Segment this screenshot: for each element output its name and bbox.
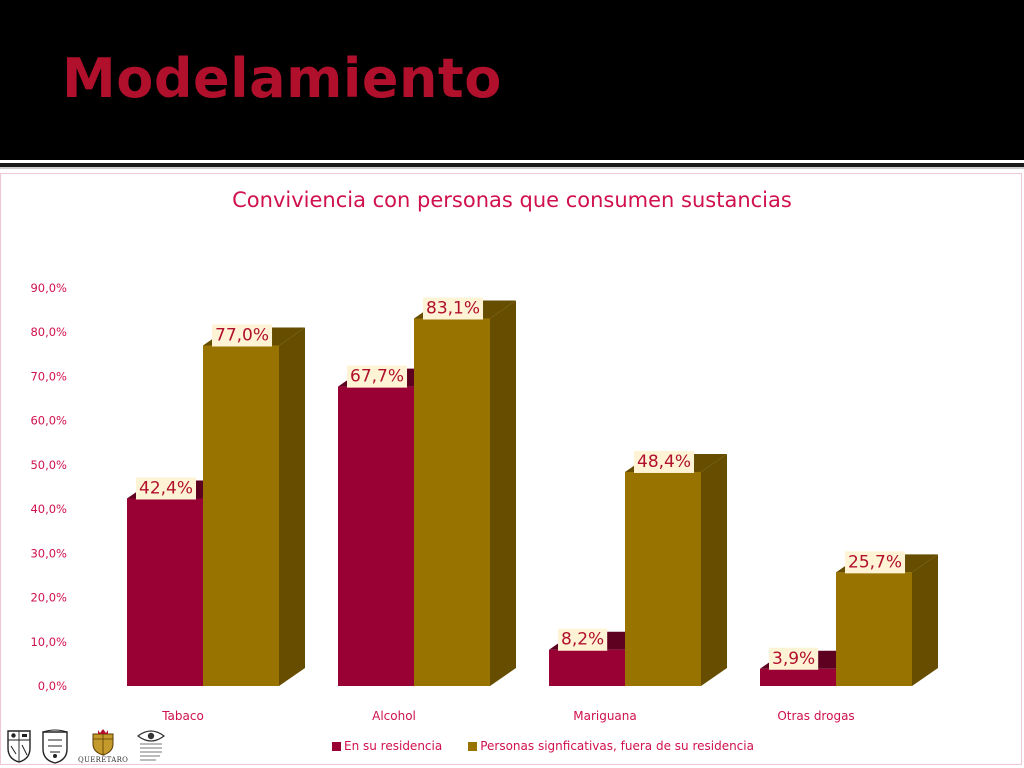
legend-item-personas-significativas: Personas signficativas, fuera de su resi… <box>468 739 754 753</box>
data-label-text: 3,9% <box>772 649 815 669</box>
y-tick-label: 70,0% <box>30 369 67 383</box>
bar-series-group <box>127 300 938 686</box>
coat-of-arms-logo-2 <box>40 728 70 764</box>
y-tick-label: 40,0% <box>30 502 67 516</box>
bar-front-face <box>836 572 912 686</box>
legend-swatch-personas-significativas <box>468 741 478 751</box>
chart-title: Conviviencia con personas que consumen s… <box>232 188 792 212</box>
bar-side-face <box>279 327 305 686</box>
queretaro-caption: QUERÉTARO <box>78 756 129 764</box>
slide-title: Modelamiento <box>62 47 502 110</box>
y-tick-label: 30,0% <box>30 546 67 560</box>
bar-front-face <box>203 345 279 686</box>
bar <box>414 300 516 686</box>
bar-front-face <box>338 386 414 686</box>
title-bar <box>0 0 1024 160</box>
data-label-background <box>769 647 819 670</box>
chart-legend: En su residencia Personas signficativas,… <box>332 739 780 753</box>
header-divider-dark <box>0 163 1024 167</box>
data-labels: 42,4% 77,0% 67,7% 83,1% 8,2% 48,4% 3,9% 25,7% <box>136 297 906 670</box>
data-label: 67,7% <box>347 365 408 388</box>
data-label-text: 77,0% <box>215 325 269 345</box>
data-label-text: 83,1% <box>426 299 480 319</box>
data-label-text: 42,4% <box>139 478 193 498</box>
data-label-background <box>558 628 608 651</box>
data-label-text: 48,4% <box>637 452 691 472</box>
bar-front-face <box>414 318 490 686</box>
data-label-background <box>136 477 197 500</box>
coat-of-arms-logo-1 <box>6 728 32 764</box>
category-label: Alcohol <box>372 709 416 723</box>
bar <box>203 327 305 686</box>
queretaro-logo: QUERÉTARO <box>78 728 128 764</box>
legend-item-en-su-residencia: En su residencia <box>332 739 442 753</box>
bar-front-face <box>127 498 203 686</box>
data-label-background <box>347 365 408 388</box>
data-label-text: 67,7% <box>350 367 404 387</box>
y-tick-label: 0,0% <box>38 679 67 693</box>
crest-icon <box>42 729 68 764</box>
bar-front-face <box>760 668 836 686</box>
bar-front-face <box>625 471 701 686</box>
x-axis: Tabaco Alcohol Mariguana Otras drogas <box>161 709 854 723</box>
data-label-background <box>423 297 484 320</box>
y-tick-label: 50,0% <box>30 458 67 472</box>
data-label: 3,9% <box>769 647 819 670</box>
data-label: 25,7% <box>845 551 906 574</box>
y-tick-label: 90,0% <box>30 281 67 295</box>
data-label: 8,2% <box>558 628 608 651</box>
header-divider-white <box>0 160 1024 163</box>
data-label: 83,1% <box>423 297 484 320</box>
data-label: 77,0% <box>212 324 273 347</box>
y-axis: 0,0% 10,0% 20,0% 30,0% 40,0% 50,0% 60,0% 70,0% 8… <box>30 281 67 693</box>
y-tick-label: 60,0% <box>30 414 67 428</box>
y-tick-label: 80,0% <box>30 325 67 339</box>
bar-side-face <box>912 554 938 686</box>
data-label: 48,4% <box>634 450 695 473</box>
legend-label-personas-significativas: Personas signficativas, fuera de su resi… <box>480 739 754 753</box>
legend-label-en-su-residencia: En su residencia <box>344 739 443 753</box>
header-divider-grey <box>0 167 1024 169</box>
data-label-text: 25,7% <box>848 552 902 572</box>
institution-logos: QUERÉTARO <box>6 728 174 764</box>
chart-frame <box>0 173 1022 765</box>
bar-side-face <box>701 453 727 686</box>
data-label-background <box>212 324 273 347</box>
y-tick-label: 10,0% <box>30 635 67 649</box>
bar <box>625 453 727 686</box>
bar-front-face <box>549 649 625 686</box>
data-label: 42,4% <box>136 477 197 500</box>
category-label: Otras drogas <box>777 709 854 723</box>
data-label-background <box>634 450 695 473</box>
data-label-text: 8,2% <box>561 630 604 650</box>
bar <box>836 554 938 686</box>
y-tick-label: 20,0% <box>30 591 67 605</box>
observatorio-logo <box>136 728 166 764</box>
bar-side-face <box>490 300 516 686</box>
data-label-background <box>845 551 906 574</box>
legend-swatch-en-su-residencia <box>332 741 341 751</box>
eye-icon <box>137 730 166 761</box>
queretaro-emblem-icon <box>92 729 114 756</box>
category-label: Tabaco <box>161 709 204 723</box>
shield-icon <box>7 730 31 763</box>
category-label: Mariguana <box>573 709 637 723</box>
